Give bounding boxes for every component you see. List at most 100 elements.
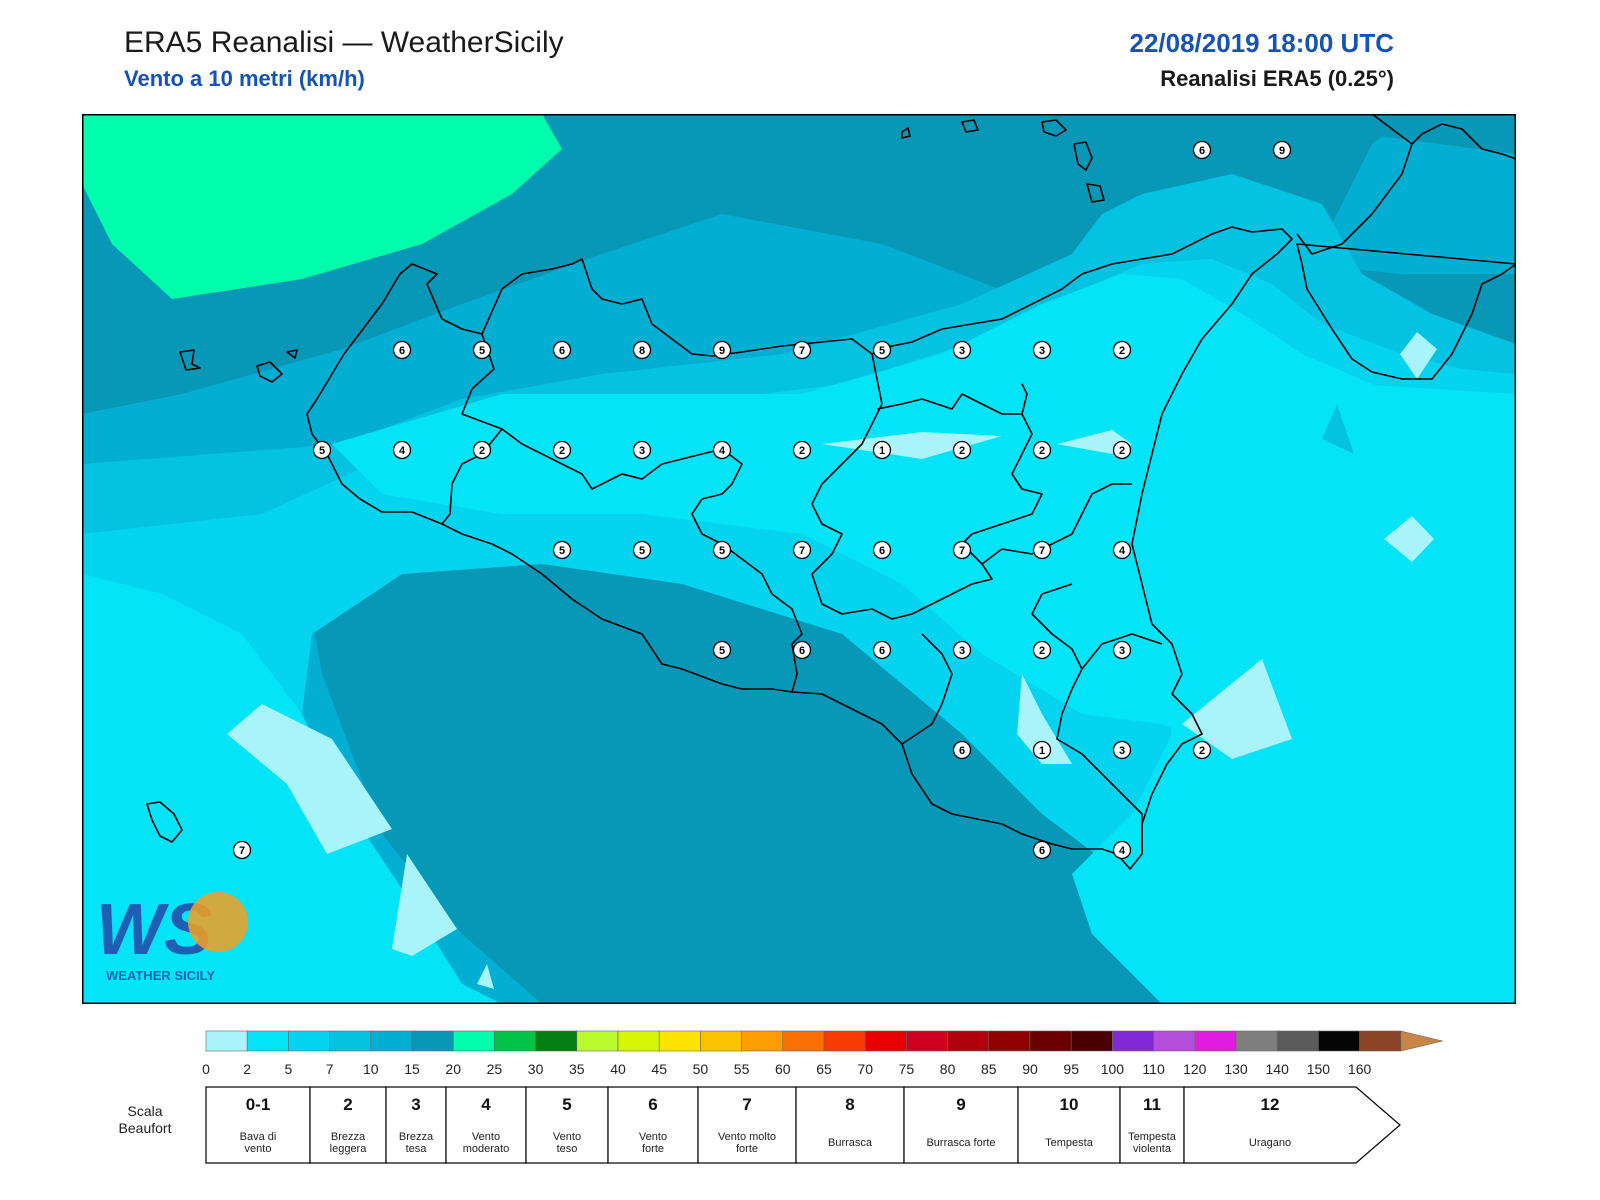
station-value: 5 (559, 545, 565, 557)
station-value: 1 (1039, 745, 1045, 757)
station-marker: 9 (1272, 140, 1292, 160)
station-marker: 4 (712, 440, 732, 460)
colorbar-cell (411, 1030, 454, 1052)
colorbar-cell (700, 1030, 742, 1052)
colorbar-tick-label: 120 (1183, 1061, 1207, 1077)
station-marker: 7 (952, 540, 972, 560)
station-value: 2 (1039, 445, 1045, 457)
station-value: 2 (799, 445, 805, 457)
colorbar-tick-label: 110 (1142, 1061, 1165, 1077)
station-circle (792, 340, 812, 360)
station-value: 4 (399, 445, 406, 457)
province-boundary (1031, 583, 1143, 854)
colorbar-cell (658, 1030, 701, 1052)
station-circle (1032, 540, 1052, 560)
beaufort-cell (385, 1086, 447, 1164)
station-marker: 5 (872, 340, 892, 360)
colorbar-tick-label: 130 (1224, 1061, 1248, 1077)
station-value: 9 (1279, 145, 1285, 157)
colorbar-cell (906, 1030, 948, 1052)
station-marker: 1 (1032, 740, 1052, 760)
egadi-island (256, 361, 283, 383)
logo-text: WEATHER SICILY (106, 968, 215, 983)
station-marker: 6 (1192, 140, 1212, 160)
beaufort-description: Vento molto forte (718, 1131, 776, 1155)
station-marker: 5 (712, 640, 732, 660)
province-boundary (1081, 633, 1163, 670)
station-circle (552, 540, 572, 560)
beaufort-number: 10 (1060, 1095, 1079, 1114)
contour-0-2 (822, 432, 1002, 459)
colorbar-tick-label: 80 (940, 1061, 956, 1077)
beaufort-scale: Scala Beaufort 0-1 Bava di vento 2 Brezza leg… (119, 1086, 1401, 1164)
colorbar-cell (494, 1030, 536, 1052)
beaufort-cell (795, 1086, 905, 1164)
beaufort-class: 7 Vento molto forte (697, 1086, 797, 1164)
contour-15-20 (302, 524, 1282, 1004)
station-value: 6 (559, 345, 565, 357)
colorbar-tick-label: 25 (487, 1061, 503, 1077)
beaufort-class: 2 Brezza leggera (309, 1086, 387, 1164)
station-marker: 7 (792, 540, 812, 560)
station-value: 4 (1119, 845, 1126, 857)
colorbar-tick-label: 75 (899, 1061, 915, 1077)
contour-0-2 (477, 964, 494, 989)
beaufort-number: 6 (648, 1095, 657, 1114)
station-circle (1032, 640, 1052, 660)
colorbar-tick-label: 30 (528, 1061, 544, 1077)
colorbar-cell (864, 1030, 907, 1052)
station-circle (952, 640, 972, 660)
station-value: 2 (559, 445, 565, 457)
beaufort-class: 4 Vento moderato (445, 1086, 527, 1164)
calabria-coast (1371, 114, 1413, 145)
aeolian-island (961, 119, 979, 133)
beaufort-description: Brezza leggera (330, 1131, 368, 1155)
colorbar-cell (782, 1030, 825, 1052)
beaufort-class: 5 Vento teso (525, 1086, 609, 1164)
colorbar-cell (452, 1030, 495, 1052)
colorbar-tick-label: 0 (202, 1061, 210, 1077)
station-marker: 5 (632, 540, 652, 560)
station-circle (952, 440, 972, 460)
station-value: 6 (879, 545, 885, 557)
beaufort-description: Tempesta (1045, 1137, 1094, 1149)
station-circle (792, 540, 812, 560)
contour-0-2 (1400, 332, 1437, 379)
colorbar-cell (205, 1030, 248, 1052)
station-value: 3 (1119, 645, 1125, 657)
station-circle (952, 540, 972, 560)
beaufort-cell (525, 1086, 609, 1164)
station-value: 2 (959, 445, 965, 457)
colorbar-tick-label: 65 (816, 1061, 832, 1077)
weathersicily-logo: WS WEATHER SICILY (96, 890, 248, 983)
station-circle (952, 340, 972, 360)
colorbar-cell (1194, 1030, 1237, 1052)
station-circle (1112, 840, 1132, 860)
station-marker: 7 (1032, 540, 1052, 560)
station-circle (632, 540, 652, 560)
station-marker: 3 (952, 640, 972, 660)
station-marker: 2 (1032, 640, 1052, 660)
station-circle (392, 340, 412, 360)
station-marker: 6 (872, 540, 892, 560)
province-boundary (501, 428, 803, 693)
colorbar-tick-label: 90 (1022, 1061, 1038, 1077)
beaufort-cell (205, 1086, 311, 1164)
station-value: 4 (1119, 545, 1126, 557)
station-circle (1032, 740, 1052, 760)
station-markers: 6 5 6 8 9 7 5 3 3 2 5 4 2 2 3 4 2 1 2 2 2 5 5 5 7 6 7 7 4 5 6 6 3 2 3 6 1 3 2 6… (232, 140, 1292, 860)
station-value: 6 (879, 645, 885, 657)
station-marker: 6 (552, 340, 572, 360)
station-marker: 5 (552, 540, 572, 560)
station-value: 6 (1039, 845, 1045, 857)
egadi-island (286, 349, 298, 359)
sicily-coast (306, 226, 1293, 870)
beaufort-class: 0-1 Bava di vento (205, 1086, 311, 1164)
station-value: 7 (799, 545, 805, 557)
station-circle (232, 840, 252, 860)
station-circle (1032, 840, 1052, 860)
station-circle (872, 340, 892, 360)
station-value: 5 (479, 345, 485, 357)
beaufort-number: 12 (1261, 1095, 1280, 1114)
station-value: 8 (639, 345, 645, 357)
